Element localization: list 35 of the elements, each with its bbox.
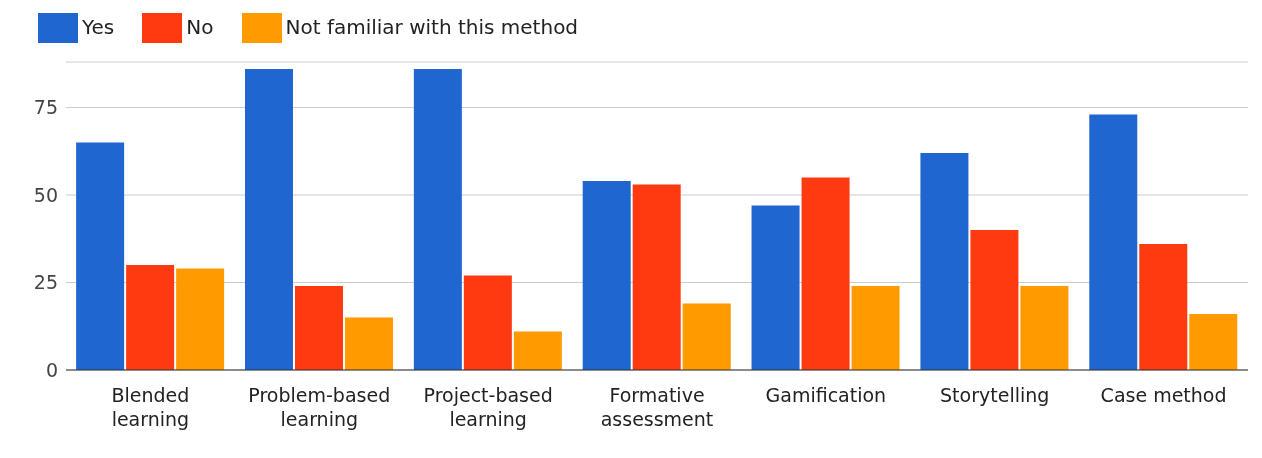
bar	[920, 153, 969, 370]
legend-label: Not familiar with this method	[285, 14, 579, 39]
bar	[851, 286, 900, 370]
bar	[513, 331, 562, 370]
bar	[582, 181, 631, 370]
bar	[76, 142, 125, 370]
y-tick-label: 0	[45, 358, 58, 381]
bar	[126, 265, 175, 370]
bar	[1020, 286, 1069, 370]
x-tick-label: Blended learning	[111, 384, 190, 430]
legend-label: Yes	[82, 14, 115, 39]
bar	[682, 303, 731, 370]
legend-label: No	[186, 14, 214, 39]
bar	[344, 317, 393, 370]
x-tick-label: Project-based learning	[423, 384, 553, 430]
bar	[970, 230, 1019, 370]
bar	[1089, 114, 1138, 370]
x-tick-label: Problem-based learning	[248, 384, 391, 430]
bar	[176, 268, 225, 370]
bar	[294, 286, 343, 370]
bar	[244, 69, 293, 370]
x-tick-label: Gamification	[765, 384, 887, 406]
bar	[463, 275, 512, 370]
x-tick-label: Formative assessment	[600, 384, 714, 430]
bar	[801, 177, 850, 370]
bar	[1139, 244, 1188, 370]
y-tick-label: 75	[33, 96, 58, 119]
y-tick-label: 50	[33, 183, 58, 206]
bar	[751, 205, 800, 370]
bar	[632, 184, 681, 370]
bar	[413, 69, 462, 370]
y-tick-label: 25	[33, 271, 58, 294]
x-tick-label: Case method	[1100, 384, 1227, 406]
x-tick-label: Storytelling	[940, 384, 1050, 406]
bar	[1189, 314, 1238, 370]
